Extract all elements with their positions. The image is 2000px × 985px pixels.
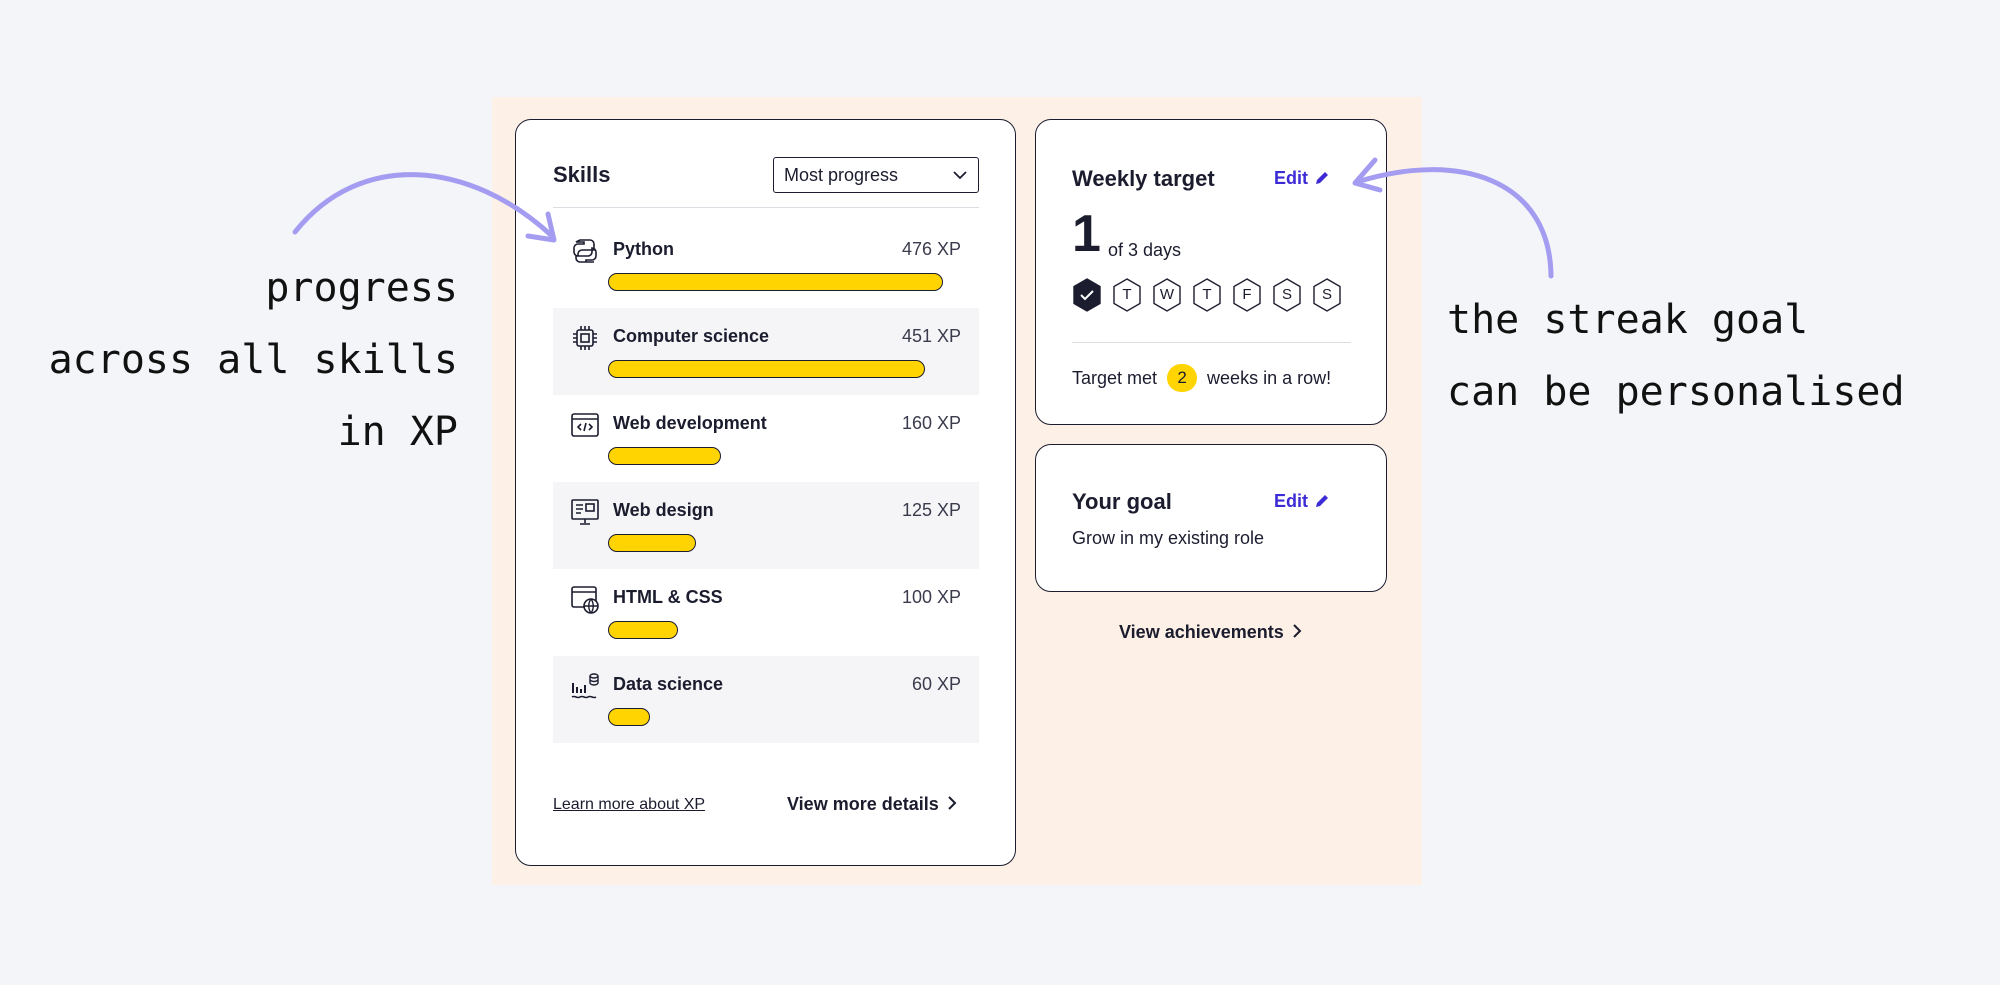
annotation-line: the streak goal	[1447, 297, 1809, 343]
hexagon-icon	[1193, 278, 1221, 312]
skill-name: Data science	[613, 674, 724, 694]
skill-name: HTML & CSS	[613, 587, 723, 607]
day-pending: F	[1232, 278, 1262, 312]
annotation-line: progress	[265, 265, 458, 311]
skill-xp: 160 XP	[901, 413, 961, 433]
day-label: S	[1321, 286, 1332, 303]
hexagon-icon	[1233, 278, 1261, 312]
design-monitor-icon	[571, 499, 599, 525]
streak-summary: Target met 2 weeks in a row!	[1072, 364, 1331, 392]
streak-count-badge: 2	[1167, 364, 1198, 392]
skill-xp: 476 XP	[901, 239, 961, 259]
hexagon-icon	[1073, 278, 1101, 312]
goal-text: Grow in my existing role	[1072, 528, 1265, 548]
hexagon-icon	[1313, 278, 1341, 312]
target-days-text: of 3 days	[1108, 240, 1182, 260]
day-pending: T	[1112, 278, 1142, 312]
skill-row[interactable]: Computer science 451 XP	[553, 308, 979, 395]
skill-progress-bar	[608, 447, 721, 465]
skill-xp: 100 XP	[901, 587, 961, 607]
skill-name: Web development	[613, 413, 767, 433]
annotation-right: the streak goal can be personalised	[1447, 284, 1905, 428]
day-label: T	[1202, 286, 1212, 303]
day-pending: T	[1192, 278, 1222, 312]
hexagon-icon	[1153, 278, 1181, 312]
python-icon	[573, 239, 597, 263]
edit-weekly-target-button[interactable]: Edit	[1274, 168, 1330, 189]
left-annotation-arrow	[292, 172, 555, 239]
sort-dropdown-value: Most progress	[784, 165, 899, 185]
chevron-right-icon	[1293, 624, 1302, 638]
skill-progress-bar	[608, 360, 925, 378]
your-goal-card: Your goal Edit Grow in my existing role	[1035, 444, 1387, 592]
code-window-icon	[571, 413, 599, 437]
day-completed	[1072, 278, 1102, 312]
pencil-icon	[1316, 172, 1328, 184]
skill-progress-bar	[608, 534, 696, 552]
data-chart-icon	[571, 673, 599, 699]
skill-progress-bar	[608, 273, 943, 291]
pencil-icon	[1316, 495, 1328, 507]
right-annotation-arrow	[1354, 167, 1554, 279]
weekly-target-card: Weekly target Edit 1 of 3 days T W T F S S Ta…	[1035, 119, 1387, 425]
skill-row[interactable]: HTML & CSS 100 XP	[553, 569, 979, 656]
annotation-line: in XP	[337, 409, 458, 455]
divider	[553, 207, 979, 208]
right-annotation-arrowhead	[1352, 157, 1383, 193]
day-pending: S	[1312, 278, 1342, 312]
day-pending: W	[1152, 278, 1182, 312]
your-goal-title: Your goal	[1072, 489, 1172, 514]
edit-label: Edit	[1274, 491, 1308, 511]
day-label: F	[1242, 286, 1252, 303]
view-achievements-button[interactable]: View achievements	[1119, 622, 1302, 643]
view-more-details-button[interactable]: View more details	[787, 794, 957, 815]
skill-xp: 125 XP	[901, 500, 961, 520]
edit-goal-button[interactable]: Edit	[1274, 491, 1330, 512]
annotation-line: across all skills	[48, 337, 458, 383]
skill-name: Computer science	[613, 326, 770, 346]
skill-row[interactable]: Web development 160 XP	[553, 395, 979, 482]
target-met-label: Target met	[1072, 367, 1158, 388]
chip-icon	[573, 326, 597, 350]
hexagon-icon	[1113, 278, 1141, 312]
weekly-target-title: Weekly target	[1072, 166, 1215, 191]
skill-row[interactable]: Python 476 XP	[553, 221, 979, 308]
skills-card: Skills Most progress Python 476 XP Compute…	[515, 119, 1016, 866]
skill-progress-bar	[608, 708, 650, 726]
edit-label: Edit	[1274, 168, 1308, 188]
skills-title: Skills	[553, 162, 611, 187]
skill-name: Web design	[613, 500, 714, 520]
day-label: W	[1159, 286, 1175, 303]
sort-dropdown[interactable]: Most progress	[773, 157, 979, 193]
skill-name: Python	[613, 239, 674, 259]
left-annotation-arrowhead	[525, 211, 557, 243]
skill-row[interactable]: Web design 125 XP	[553, 482, 979, 569]
chevron-down-icon	[953, 171, 967, 180]
chevron-right-icon	[948, 796, 957, 810]
days-completed-count: 1	[1072, 205, 1101, 263]
day-label: T	[1122, 286, 1132, 303]
annotation-left: progress across all skills in XP	[49, 252, 458, 468]
skill-xp: 60 XP	[911, 674, 961, 694]
skill-progress-bar	[608, 621, 678, 639]
divider	[1072, 342, 1351, 343]
day-pending: S	[1272, 278, 1302, 312]
skill-xp: 451 XP	[901, 326, 961, 346]
annotation-line: can be personalised	[1447, 369, 1905, 415]
skill-row[interactable]: Data science 60 XP	[553, 656, 979, 743]
globe-window-icon	[571, 586, 599, 614]
view-more-details-label: View more details	[787, 794, 939, 814]
learn-more-xp-link[interactable]: Learn more about XP	[553, 796, 706, 813]
day-label: S	[1281, 286, 1292, 303]
weeks-in-row-label: weeks in a row!	[1207, 367, 1332, 388]
hexagon-icon	[1273, 278, 1301, 312]
view-achievements-label: View achievements	[1119, 622, 1284, 642]
